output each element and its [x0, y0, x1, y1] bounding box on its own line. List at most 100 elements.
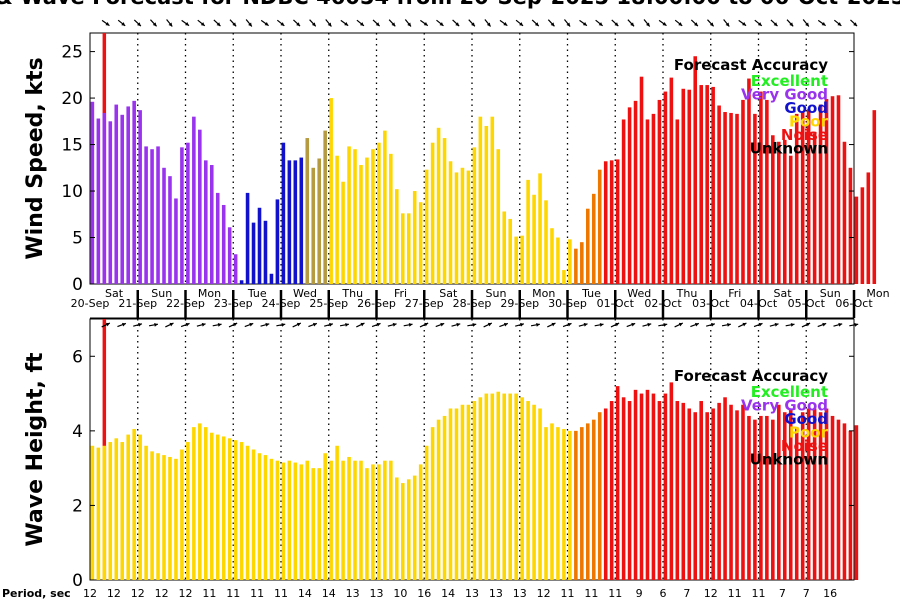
wave-direction-arrowhead: [567, 322, 572, 327]
wave-bar: [275, 460, 280, 580]
wind-bar: [848, 167, 853, 284]
wind-bar: [400, 213, 405, 284]
wave-bar: [621, 397, 626, 580]
date-label: 01-Oct: [597, 297, 635, 310]
wave-bar: [568, 430, 572, 580]
wind-bar: [257, 207, 262, 284]
wave-direction-arrowhead: [472, 322, 477, 327]
wave-bar: [502, 393, 507, 580]
wind-bar: [627, 107, 632, 285]
date-label: 26-Sep: [357, 297, 396, 310]
wind-bar: [377, 142, 381, 284]
wave-bar: [269, 458, 274, 580]
wave-direction-arrowhead: [360, 322, 365, 327]
wind-bar: [729, 112, 733, 284]
period-value: 11: [608, 587, 622, 600]
wind-direction-arrowhead: [630, 22, 635, 27]
period-value: 13: [370, 587, 384, 600]
wave-bar: [765, 415, 769, 580]
wave-direction-arrowhead: [806, 322, 811, 327]
day-label: Sun: [820, 287, 841, 300]
wind-bar: [323, 130, 327, 284]
wave-bar: [442, 415, 447, 580]
day-label: Wed: [293, 287, 317, 300]
wind-bar: [239, 280, 244, 284]
wind-bar: [198, 129, 202, 284]
wind-direction-arrowhead: [185, 21, 190, 26]
day-label: Sat: [105, 287, 124, 300]
wave-bars: [90, 382, 859, 580]
wave-bar: [389, 460, 393, 580]
wave-bar: [741, 404, 745, 580]
wave-bar: [180, 449, 184, 580]
wave-bar: [383, 460, 387, 580]
legend-item: Noise: [781, 126, 828, 144]
wind-bar: [209, 165, 214, 284]
wind-bar: [568, 239, 572, 284]
wave-bar: [204, 427, 208, 580]
wave-direction-arrowhead: [121, 322, 126, 327]
wind-bar: [586, 208, 590, 284]
wind-direction-arrowhead: [216, 22, 221, 27]
wind-bar: [800, 112, 805, 285]
wave-direction-arrowhead: [663, 322, 668, 327]
wave-direction-arrowhead: [678, 322, 683, 327]
wind-direction-arrowhead: [486, 22, 491, 27]
wind-bar: [120, 114, 125, 284]
wave-direction-arrowhead: [774, 322, 779, 327]
wave-bar: [120, 442, 125, 580]
wave-bar: [436, 419, 441, 580]
wind-bar: [221, 204, 226, 284]
wave-bar: [556, 427, 560, 580]
wave-bar: [454, 408, 459, 580]
wind-bar: [580, 242, 584, 284]
period-value: 13: [346, 587, 360, 600]
wind-direction-arrowhead: [598, 22, 603, 26]
wind-bar: [281, 142, 286, 284]
legend-item: Good: [784, 99, 828, 117]
wind-bar: [788, 155, 793, 284]
wave-direction-arrowhead: [694, 322, 699, 327]
wave-bar: [842, 423, 847, 580]
wind-direction-arrowhead: [534, 22, 539, 27]
wind-speed-panel: 0 5 10 15 20 25 Wind Speed, kts Forecast Accu…: [23, 19, 877, 295]
wave-height-panel: 0 2 4 6 Wave Height, ft Forecast AccuracyEx…: [23, 318, 859, 591]
legend-item: Poor: [789, 424, 829, 442]
wind-bar: [782, 139, 787, 284]
wind-bar: [520, 235, 524, 284]
wave-direction-arrowhead: [345, 322, 349, 327]
wind-bar: [168, 176, 172, 284]
legend-title: Forecast Accuracy: [674, 367, 828, 385]
wind-bar: [406, 213, 411, 284]
wave-bar: [580, 427, 584, 580]
wind-direction-arrowhead: [232, 22, 237, 27]
wind-bar: [753, 113, 757, 284]
wave-bar: [114, 438, 119, 580]
wind-bar: [717, 105, 721, 284]
wind-bar: [138, 110, 142, 284]
period-value: 12: [83, 587, 97, 600]
wave-bar: [723, 397, 727, 580]
chart-title: & Wave Forecast for NDBC 46054 from 20-S…: [0, 0, 900, 9]
legend-item: Poor: [789, 113, 829, 131]
wave-bar: [836, 419, 841, 580]
wind-direction-arrowhead: [678, 22, 683, 26]
wave-bar: [96, 447, 101, 580]
period-value: 13: [489, 587, 503, 600]
period-value: 12: [155, 587, 169, 600]
day-label: Sat: [773, 287, 792, 300]
wave-bar: [615, 386, 620, 580]
wave-direction-arrowhead: [583, 322, 588, 327]
date-label: 27-Sep: [405, 297, 444, 310]
wind-bar: [353, 149, 357, 284]
date-label: 23-Sep: [214, 297, 253, 310]
wave-bar: [806, 408, 811, 580]
wave-bar: [209, 432, 214, 580]
wave-bar: [484, 393, 489, 580]
wind-bar: [233, 254, 238, 284]
wave-bar: [788, 408, 793, 580]
wave-bar: [657, 401, 662, 580]
wind-bar: [341, 181, 345, 284]
wind-bar: [765, 99, 769, 285]
